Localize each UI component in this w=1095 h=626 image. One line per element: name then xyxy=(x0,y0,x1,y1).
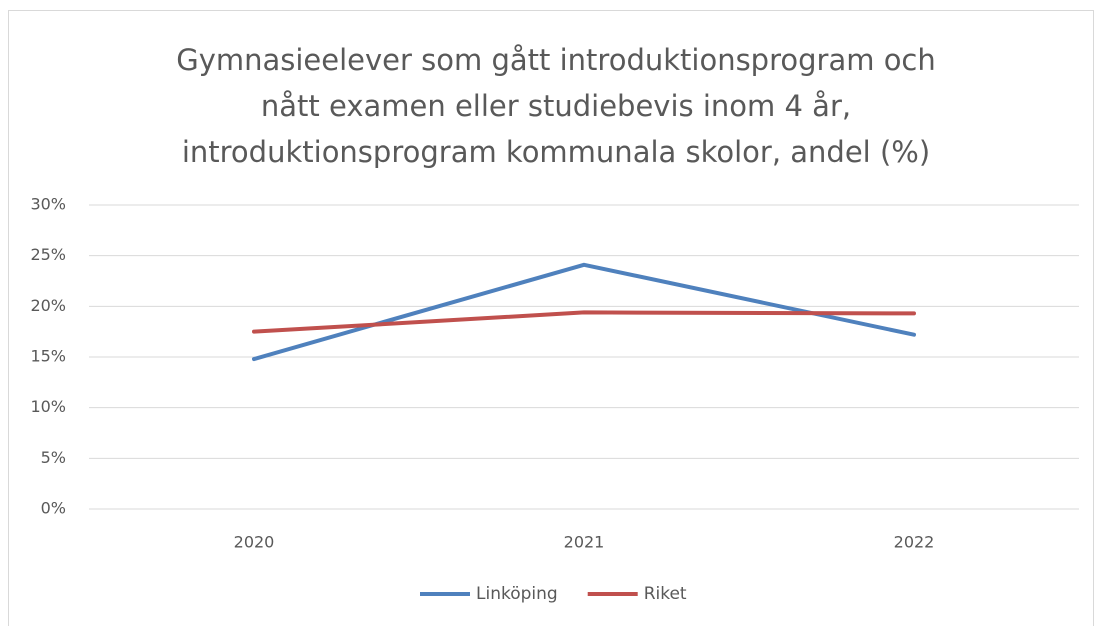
chart-frame xyxy=(8,10,1094,626)
x-tick-label: 2020 xyxy=(234,533,275,552)
series-line xyxy=(252,310,916,334)
y-tick-label: 20% xyxy=(30,296,66,315)
x-tick-label: 2021 xyxy=(564,533,605,552)
y-tick-label: 5% xyxy=(41,448,66,467)
chart-title: Gymnasieelever som gått introduktionspro… xyxy=(176,43,936,77)
legend-label: Linköping xyxy=(476,584,558,604)
chart-title: introduktionsprogram kommunala skolor, a… xyxy=(182,135,930,169)
y-tick-label: 25% xyxy=(30,245,66,264)
chart-title: nått examen eller studiebevis inom 4 år, xyxy=(261,89,851,123)
legend-label: Riket xyxy=(644,584,687,604)
y-tick-label: 15% xyxy=(30,347,66,366)
x-tick-label: 2022 xyxy=(894,533,935,552)
y-tick-label: 10% xyxy=(30,397,66,416)
y-tick-label: 30% xyxy=(30,195,66,214)
y-tick-label: 0% xyxy=(41,499,66,518)
